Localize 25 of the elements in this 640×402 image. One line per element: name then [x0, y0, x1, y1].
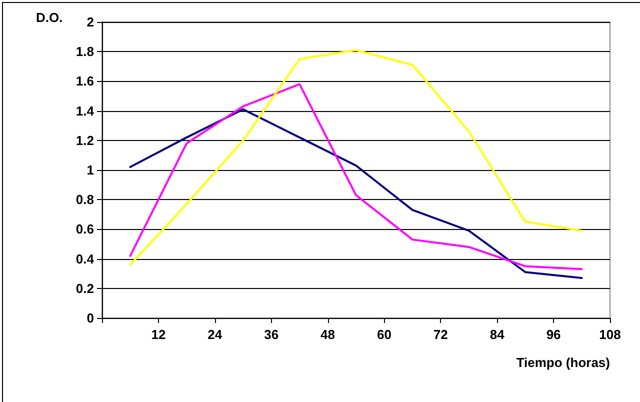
y-tick-label: 0.8	[76, 192, 94, 208]
y-tick-label: 1.8	[76, 44, 94, 60]
y-tick-label: 2	[86, 14, 94, 30]
x-tick-label: 36	[264, 327, 279, 342]
x-tick-label: 96	[546, 327, 561, 342]
x-tick-label: 84	[490, 327, 506, 342]
x-tick-label: 48	[320, 327, 336, 342]
line-series	[129, 83, 583, 270]
x-tick-label: 60	[376, 327, 392, 342]
x-tick-label: 24	[208, 327, 223, 342]
x-tick-label: 12	[151, 327, 166, 342]
x-tick-label: 72	[433, 327, 448, 342]
line-series	[129, 49, 583, 266]
y-tick-label: 0.4	[76, 251, 95, 266]
y-tick-label: 0.6	[76, 222, 94, 237]
x-tick-label: 108	[599, 327, 621, 342]
line-series	[129, 108, 583, 280]
y-tick-label: 1.6	[76, 74, 94, 89]
y-axis-title: D.O.	[36, 10, 63, 25]
y-tick-label: 1	[86, 162, 94, 178]
y-tick-label: 0.2	[76, 280, 94, 296]
y-tick-label: 0	[86, 310, 94, 326]
x-axis-title: Tiempo (horas)	[516, 355, 610, 370]
y-tick-label: 1.4	[76, 103, 95, 118]
y-tick-label: 1.2	[76, 132, 94, 148]
